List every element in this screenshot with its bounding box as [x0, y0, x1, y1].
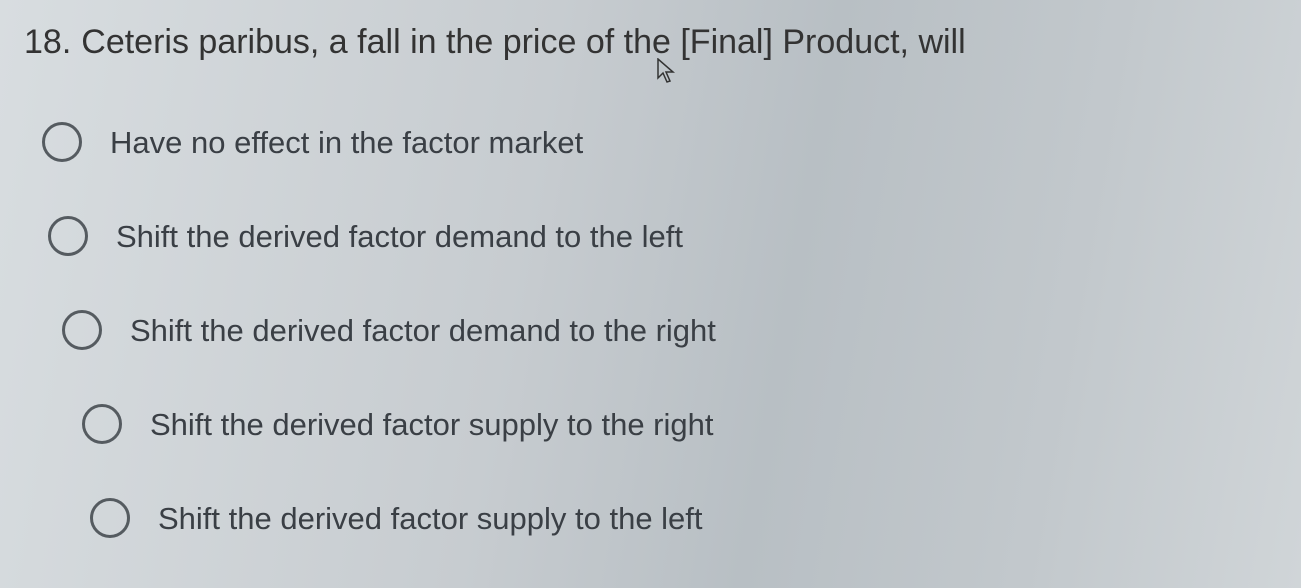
- question-number: 18.: [24, 20, 71, 64]
- radio-icon[interactable]: [90, 498, 130, 538]
- question-row: 18. Ceteris paribus, a fall in the price…: [24, 20, 1277, 64]
- option-e[interactable]: Shift the derived factor supply to the l…: [42, 498, 1277, 538]
- options-list: Have no effect in the factor market Shif…: [24, 122, 1277, 538]
- option-b[interactable]: Shift the derived factor demand to the l…: [42, 216, 1277, 256]
- option-label: Shift the derived factor demand to the l…: [116, 218, 683, 255]
- question-text: Ceteris paribus, a fall in the price of …: [81, 20, 965, 64]
- radio-icon[interactable]: [48, 216, 88, 256]
- option-label: Shift the derived factor supply to the l…: [158, 500, 703, 537]
- option-d[interactable]: Shift the derived factor supply to the r…: [42, 404, 1277, 444]
- option-label: Have no effect in the factor market: [110, 124, 583, 161]
- radio-icon[interactable]: [82, 404, 122, 444]
- radio-icon[interactable]: [42, 122, 82, 162]
- radio-icon[interactable]: [62, 310, 102, 350]
- option-a[interactable]: Have no effect in the factor market: [42, 122, 1277, 162]
- option-label: Shift the derived factor supply to the r…: [150, 406, 713, 443]
- option-c[interactable]: Shift the derived factor demand to the r…: [42, 310, 1277, 350]
- option-label: Shift the derived factor demand to the r…: [130, 312, 716, 349]
